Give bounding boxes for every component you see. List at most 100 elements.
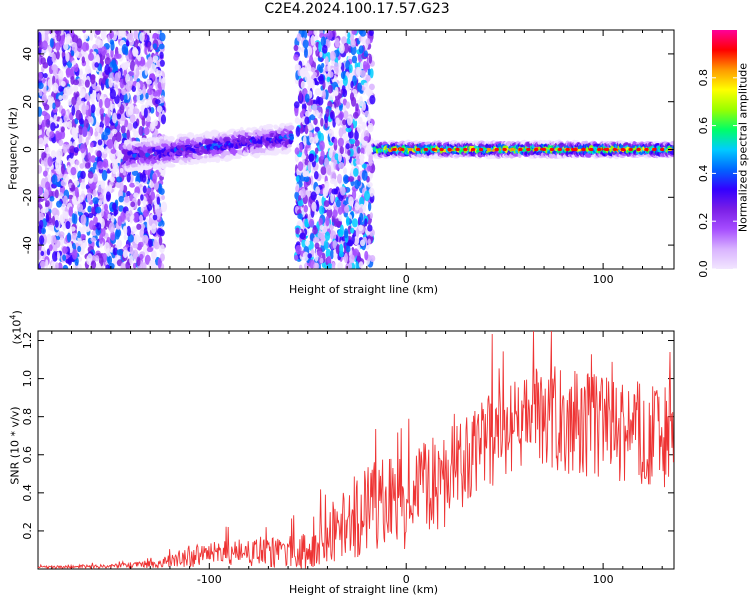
noise-blob [115, 150, 120, 157]
noise-blob [320, 150, 325, 160]
noise-blob [119, 103, 125, 114]
noise-blob [116, 239, 123, 249]
noise-blob [71, 34, 79, 44]
noise-blob [369, 254, 376, 263]
noise-blob [51, 215, 56, 226]
noise-blob [159, 244, 165, 254]
noise-blob [339, 186, 346, 196]
noise-blob [61, 108, 66, 117]
noise-blob [142, 234, 149, 245]
noise-blob [316, 250, 323, 256]
noise-blob [123, 234, 127, 240]
noise-blob [41, 93, 48, 104]
noise-blob [302, 135, 307, 146]
noise-blob [319, 224, 324, 231]
noise-blob [361, 170, 368, 182]
noise-blob [310, 34, 316, 46]
noise-blob [140, 194, 144, 201]
noise-blob [90, 104, 96, 114]
noise-blob [85, 65, 91, 75]
noise-blob [59, 118, 63, 126]
noise-blob [97, 160, 104, 169]
noise-blob [87, 152, 91, 160]
noise-blob [296, 33, 302, 42]
noise-blob [121, 30, 127, 38]
noise-blob [299, 126, 304, 134]
noise-blob [303, 204, 308, 213]
noise-blob [143, 107, 148, 119]
noise-blob [338, 43, 345, 54]
noise-blob [362, 60, 367, 70]
noise-blob [109, 153, 114, 160]
noise-blob [146, 59, 152, 69]
noise-blob [359, 239, 366, 247]
noise-blob [108, 222, 115, 233]
noise-blob [95, 206, 102, 214]
noise-blob [344, 205, 350, 214]
noise-blob [347, 149, 351, 156]
noise-blob [317, 130, 322, 140]
noise-blob [66, 35, 71, 44]
noise-blob [308, 218, 315, 228]
noise-blob [47, 78, 52, 88]
noise-blob [54, 219, 59, 228]
noise-blob [332, 209, 338, 218]
noise-blob [98, 69, 103, 79]
noise-blob [133, 192, 140, 199]
noise-blob [359, 212, 364, 222]
noise-blob [50, 235, 57, 244]
noise-blob [77, 245, 82, 253]
noise-blob [55, 30, 62, 36]
noise-blob [45, 214, 50, 223]
noise-blob [96, 92, 101, 101]
noise-blob [139, 253, 144, 260]
noise-blob [123, 92, 128, 104]
noise-blob [104, 57, 111, 66]
noise-blob [367, 165, 372, 172]
noise-blob [43, 189, 49, 199]
noise-blob [107, 213, 111, 219]
noise-blob [129, 254, 134, 265]
noise-blob [38, 82, 44, 90]
noise-blob [348, 64, 353, 74]
noise-blob [132, 212, 139, 223]
noise-blob [51, 53, 56, 63]
noise-blob [342, 88, 348, 98]
noise-blob [79, 68, 83, 79]
noise-blob [349, 138, 356, 145]
noise-blob [329, 146, 334, 154]
noise-blob [80, 214, 87, 226]
noise-blob [325, 215, 330, 227]
noise-blob [133, 234, 140, 244]
noise-blob [99, 126, 104, 135]
noise-blob [81, 41, 88, 52]
noise-blob [63, 114, 68, 122]
noise-blob [57, 262, 63, 269]
noise-blob [58, 94, 63, 101]
noise-blob [156, 196, 161, 205]
noise-blob [295, 175, 300, 183]
noise-blob [99, 194, 105, 202]
noise-blob [62, 222, 66, 231]
noise-blob [121, 89, 127, 96]
noise-blob [354, 179, 360, 190]
noise-blob [314, 147, 319, 154]
noise-blob [63, 43, 69, 51]
noise-blob [120, 262, 126, 269]
noise-blob [71, 212, 76, 224]
noise-blob [62, 93, 69, 101]
trace-blob [235, 155, 242, 159]
noise-blob [310, 191, 317, 201]
noise-blob [160, 114, 167, 125]
noise-blob [100, 46, 107, 56]
noise-blob [113, 53, 120, 59]
noise-blob [146, 187, 151, 194]
noise-blob [100, 113, 104, 122]
noise-blob [293, 54, 299, 61]
noise-blob [125, 210, 130, 218]
noise-blob [131, 226, 138, 233]
noise-blob [345, 101, 351, 109]
noise-blob [123, 119, 129, 128]
noise-blob [159, 59, 165, 67]
noise-blob [307, 122, 314, 131]
